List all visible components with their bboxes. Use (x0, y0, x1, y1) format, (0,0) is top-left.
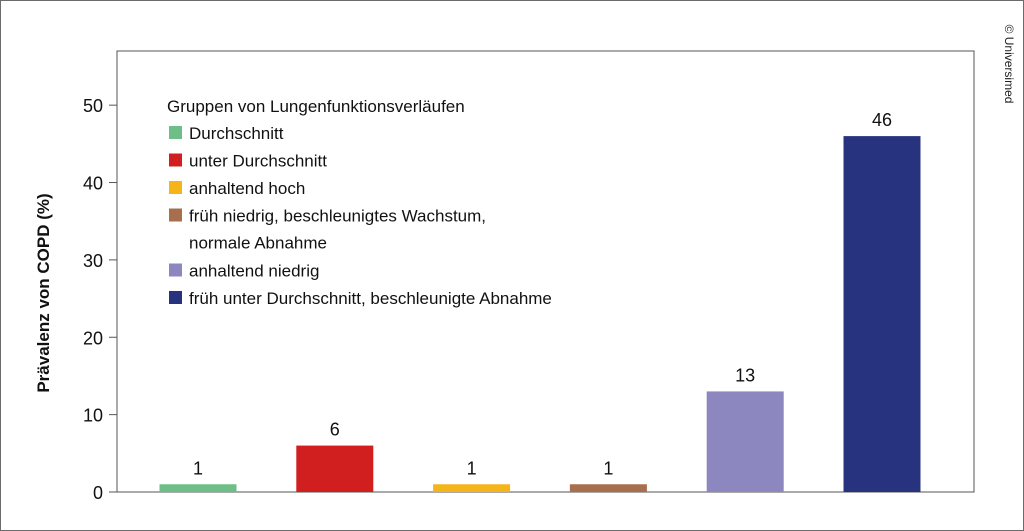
data-label: 1 (603, 458, 613, 478)
y-tick-label: 20 (83, 328, 103, 348)
bar (159, 484, 237, 492)
legend-label: Durchschnitt (189, 124, 284, 143)
data-label: 1 (193, 458, 203, 478)
legend-swatch (169, 153, 182, 167)
data-label: 46 (872, 110, 892, 130)
y-axis-label: Prävalenz von COPD (%) (34, 193, 53, 392)
copyright-text: © Universimed (1002, 25, 1016, 104)
bar (843, 136, 921, 492)
legend-label: normale Abnahme (189, 234, 327, 253)
legend-swatch (169, 181, 182, 194)
y-tick-label: 0 (93, 483, 103, 503)
plot-border (116, 50, 975, 493)
bar (569, 484, 647, 492)
y-axis: 0 10 20 30 40 50 (83, 96, 117, 503)
bars (159, 136, 921, 492)
legend-label: unter Durchschnitt (189, 152, 327, 171)
legend-label: früh niedrig, beschleunigtes Wachstum, (189, 207, 486, 226)
legend-title: Gruppen von Lungenfunktionsverläufen (167, 97, 465, 116)
y-tick-label: 30 (83, 251, 103, 271)
legend-swatch (169, 208, 182, 222)
plot-area (116, 50, 975, 493)
bar (706, 391, 784, 492)
legend-label: früh unter Durchschnitt, beschleunigte A… (189, 289, 552, 308)
legend-swatch (169, 291, 182, 304)
bar (296, 445, 374, 492)
bar (433, 484, 511, 492)
y-tick-label: 10 (83, 406, 103, 426)
legend-label: anhaltend niedrig (189, 262, 319, 281)
data-label: 13 (735, 365, 755, 385)
data-label: 6 (330, 420, 340, 440)
y-tick-label: 40 (83, 174, 103, 194)
legend: Gruppen von Lungenfunktionsverläufen Dur… (167, 97, 552, 308)
y-tick-label: 50 (83, 96, 103, 116)
legend-swatch (169, 126, 182, 139)
data-label: 1 (467, 458, 477, 478)
legend-swatch (169, 263, 182, 277)
legend-label: anhaltend hoch (189, 179, 305, 198)
